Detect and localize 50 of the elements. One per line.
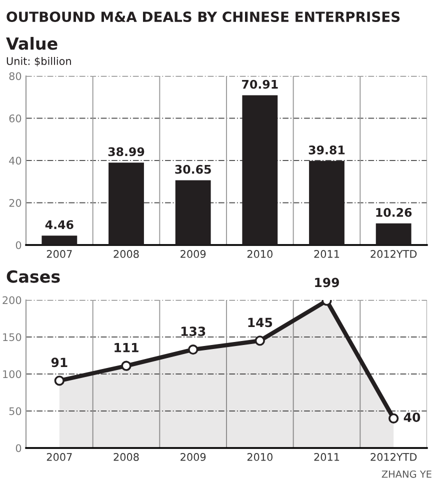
x-tick-label: 2009 (180, 250, 206, 258)
bar (42, 236, 78, 245)
bar (175, 180, 211, 245)
y-tick-label: 60 (9, 114, 22, 122)
bar (242, 95, 278, 245)
point (54, 376, 64, 386)
data-label: 199 (315, 278, 339, 288)
data-label: 10.26 (376, 208, 412, 217)
chart-title: OUTBOUND M&A DEALS BY CHINESE ENTERPRISES (6, 12, 400, 22)
y-tick-label: 20 (9, 198, 22, 207)
bar (376, 223, 412, 245)
x-tick-label: 2008 (114, 453, 139, 461)
x-tick-label: 2007 (46, 250, 72, 258)
x-tick-label: 2009 (180, 453, 206, 461)
data-label: 40 (404, 412, 420, 422)
y-tick-label: 150 (3, 333, 22, 342)
data-label: 38.99 (108, 147, 144, 156)
y-axis-title: Unit: $billion (6, 56, 71, 66)
x-tick-label: 2010 (247, 453, 272, 461)
x-tick-label: 2012YTD (370, 453, 417, 461)
y-tick-label: 50 (9, 407, 22, 416)
y-tick-label: 0 (16, 444, 22, 452)
point (388, 413, 399, 424)
data-label: 91 (51, 358, 68, 368)
y-tick-label: 80 (9, 72, 22, 80)
x-tick-label: 2007 (46, 453, 72, 461)
point (188, 344, 198, 355)
data-label: 4.46 (45, 220, 74, 230)
chart-title: Cases (6, 270, 60, 283)
text: ZHANG YE (382, 470, 432, 478)
y-tick-label: 0 (16, 241, 22, 250)
data-label: 145 (248, 318, 272, 328)
data-label: 111 (114, 343, 138, 352)
point (254, 336, 265, 346)
x-tick-label: 2010 (247, 250, 272, 258)
y-tick-label: 200 (2, 296, 22, 304)
x-tick-label: 2012YTD (370, 250, 417, 258)
data-label: 133 (181, 326, 206, 336)
data-label: 39.81 (308, 146, 345, 154)
y-tick-label: 40 (9, 156, 22, 165)
x-tick-label: 2011 (314, 453, 340, 461)
x-tick-label: 2011 (314, 250, 340, 258)
point (121, 360, 132, 371)
data-label: 70.91 (242, 80, 278, 89)
y-tick-label: 100 (3, 370, 22, 378)
bar (108, 162, 144, 245)
x-tick-label: 2008 (114, 250, 139, 258)
data-label: 30.65 (175, 164, 211, 174)
chart-subtitle: Value (6, 36, 58, 50)
bar (309, 160, 344, 245)
